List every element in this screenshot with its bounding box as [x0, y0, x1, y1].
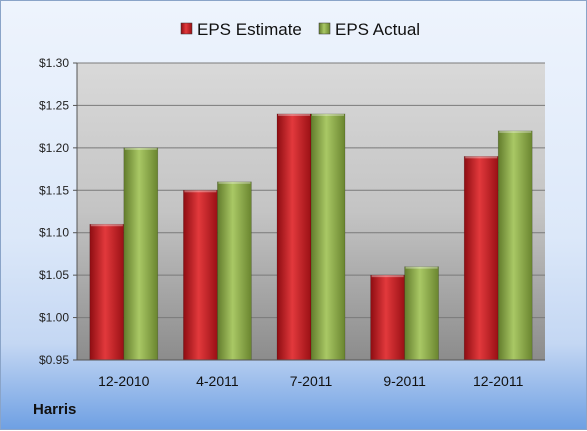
- legend-label-estimate: EPS Estimate: [197, 20, 302, 39]
- legend-label-actual: EPS Actual: [335, 20, 420, 39]
- x-tick-label: 7-2011: [290, 373, 333, 389]
- bar-estimate-12-2011: [463, 156, 499, 361]
- bar-estimate-9-2011: [370, 274, 405, 361]
- bar-actual-4-2011: [217, 181, 252, 361]
- bar-highlight: [184, 190, 217, 193]
- bar-highlight: [312, 113, 344, 116]
- bar-highlight: [371, 275, 404, 278]
- y-tick-label: $0.95: [39, 353, 69, 367]
- bar-highlight: [499, 130, 532, 133]
- bar-actual-9-2011: [404, 266, 439, 361]
- x-tick-label: 4-2011: [196, 373, 239, 389]
- y-tick-label: $1.20: [39, 141, 69, 155]
- x-tick-label: 12-2010: [98, 373, 150, 389]
- y-tick-label: $1.00: [39, 311, 69, 325]
- bar-actual-12-2010: [123, 147, 159, 361]
- bar-actual-12-2011: [497, 130, 533, 361]
- bars: [89, 113, 533, 361]
- bar-highlight: [218, 181, 251, 184]
- legend-swatch-estimate: [180, 22, 193, 35]
- y-axis: $0.95 $1.00 $1.05 $1.10 $1.15 $1.20 $1.25 $1.30: [39, 56, 78, 367]
- y-tick-label: $1.10: [39, 226, 69, 240]
- bar-estimate-12-2010: [89, 223, 125, 361]
- legend: EPS Estimate EPS Actual: [180, 20, 420, 39]
- bar-highlight: [278, 113, 310, 116]
- company-label: Harris: [33, 401, 77, 418]
- bar-highlight: [124, 147, 157, 150]
- x-tick-label: 9-2011: [383, 373, 426, 389]
- y-tick-label: $1.25: [39, 98, 69, 112]
- bar-highlight: [405, 266, 438, 269]
- x-axis: 12-2010 4-2011 7-2011 9-2011 12-2011: [77, 359, 545, 389]
- y-tick-label: $1.30: [39, 56, 69, 70]
- bar-actual-7-2011: [310, 113, 346, 361]
- x-tick-label: 12-2011: [473, 373, 524, 389]
- bar-highlight: [465, 156, 498, 159]
- bar-estimate-7-2011: [276, 113, 312, 361]
- bar-estimate-4-2011: [183, 189, 218, 361]
- y-tick-label: $1.15: [39, 183, 69, 197]
- y-tick-label: $1.05: [39, 268, 69, 282]
- legend-swatch-actual: [318, 22, 331, 35]
- bar-highlight: [90, 224, 123, 227]
